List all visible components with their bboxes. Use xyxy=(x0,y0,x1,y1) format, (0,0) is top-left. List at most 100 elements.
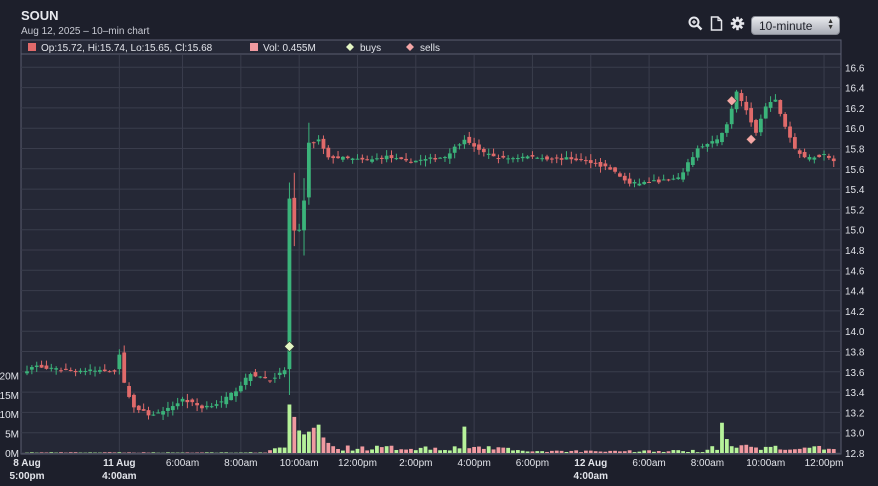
volume-bar xyxy=(744,444,749,453)
candle-body xyxy=(579,159,583,161)
time-tick-label: 8:00am xyxy=(224,458,257,469)
candle-body xyxy=(656,179,661,183)
candle-body xyxy=(477,144,481,150)
volume-bar xyxy=(724,439,729,453)
candle-body xyxy=(749,108,754,123)
gear-icon[interactable] xyxy=(729,15,746,32)
volume-bar xyxy=(443,449,447,453)
candle-body xyxy=(248,374,253,382)
candle-body xyxy=(384,155,389,160)
sell-marker xyxy=(745,133,757,145)
candle-body xyxy=(831,158,836,162)
volume-bars xyxy=(25,404,836,453)
candle-body xyxy=(379,157,384,159)
volume-bar xyxy=(39,452,44,453)
volume-bar xyxy=(297,430,302,453)
volume-bar xyxy=(530,451,535,453)
price-tick-label: 15.4 xyxy=(845,185,865,196)
volume-bar xyxy=(788,449,792,453)
interval-select[interactable]: 10-minute ▲ ▼ xyxy=(751,16,840,35)
volume-bar xyxy=(690,449,695,453)
document-icon[interactable] xyxy=(708,15,725,32)
candle-body xyxy=(219,401,224,403)
candle-body xyxy=(156,412,161,414)
volume-bar xyxy=(326,442,331,453)
volume-bar xyxy=(360,446,365,453)
volume-swatch xyxy=(250,43,258,51)
zoom-icon[interactable] xyxy=(687,15,704,32)
candle-body xyxy=(559,158,564,160)
candle-body xyxy=(102,369,107,372)
candle-body xyxy=(263,376,268,379)
time-tick-label: 6:00am xyxy=(166,458,199,469)
candle-body xyxy=(88,369,93,371)
volume-bar xyxy=(593,451,598,453)
volume-readout: Vol: 0.455M xyxy=(263,43,316,54)
volume-bar xyxy=(501,447,506,453)
candle-body xyxy=(778,99,783,114)
volume-bar xyxy=(559,450,564,453)
volume-bar xyxy=(73,452,78,453)
volume-bar xyxy=(700,452,705,453)
candle-body xyxy=(25,371,29,374)
chart-toolbar xyxy=(687,15,746,32)
candle-body xyxy=(93,370,97,372)
candle-body xyxy=(817,154,822,158)
grid-lines xyxy=(21,55,841,454)
volume-bar xyxy=(462,426,467,453)
volume-bar xyxy=(302,434,306,453)
volume-bar xyxy=(618,451,622,453)
volume-bar xyxy=(540,451,545,453)
volume-tick-label: 15M xyxy=(0,391,19,402)
candle-body xyxy=(209,406,214,408)
time-tick-sublabel: 4:00am xyxy=(102,471,137,482)
volume-bar xyxy=(715,449,720,453)
price-tick-label: 16.4 xyxy=(845,84,865,95)
volume-bar xyxy=(496,447,501,453)
candle-body xyxy=(399,157,404,160)
volume-bar xyxy=(127,452,131,453)
candle-body xyxy=(686,162,690,172)
candle-body xyxy=(59,370,63,372)
candle-body xyxy=(549,158,554,160)
candle-body xyxy=(671,178,676,180)
ticker-symbol: SOUN xyxy=(21,8,59,23)
volume-bar xyxy=(579,452,583,453)
volume-bar xyxy=(350,450,355,453)
volume-bar xyxy=(734,447,739,453)
candle-body xyxy=(341,156,345,160)
volume-bar xyxy=(710,446,715,453)
time-tick-label: 8 Aug xyxy=(13,458,40,469)
volume-bar xyxy=(681,451,685,453)
candle-body xyxy=(292,197,297,231)
candle-body xyxy=(613,167,617,172)
volume-bar xyxy=(627,450,632,453)
volume-bar xyxy=(525,451,530,453)
volume-bar xyxy=(107,452,112,453)
volume-tick-label: 5M xyxy=(5,430,19,441)
buys-legend-icon xyxy=(346,43,354,51)
volume-bar xyxy=(695,452,700,453)
volume-bar xyxy=(306,431,311,453)
volume-bar xyxy=(515,450,520,453)
candle-body xyxy=(768,102,773,108)
candle-body xyxy=(146,410,151,416)
candle-body xyxy=(136,405,141,411)
candle-body xyxy=(827,155,831,158)
volume-bar xyxy=(272,448,277,453)
candle-body xyxy=(695,148,700,158)
time-tick-label: 10:00am xyxy=(746,458,785,469)
candle-body xyxy=(632,182,637,184)
volume-bar xyxy=(613,450,617,453)
volume-bar xyxy=(477,446,481,453)
candle-body xyxy=(452,146,457,153)
volume-bar xyxy=(598,451,603,453)
volume-bar xyxy=(331,446,336,453)
volume-bar xyxy=(739,445,744,453)
candle-body xyxy=(661,179,666,181)
candle-body xyxy=(652,180,656,182)
volume-bar xyxy=(112,452,117,453)
candle-body xyxy=(190,399,195,403)
volume-bar xyxy=(345,445,350,453)
